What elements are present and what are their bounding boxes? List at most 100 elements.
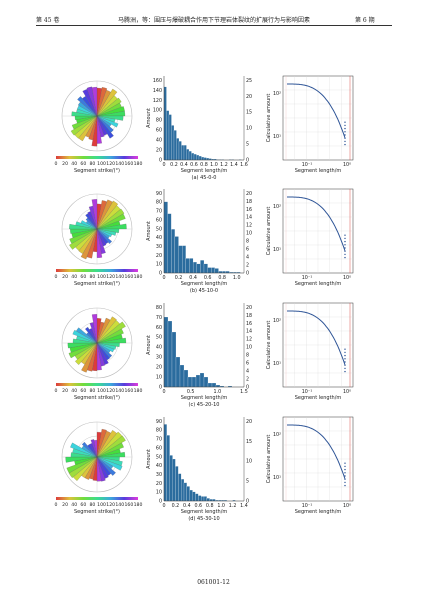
hist-y2-tick-label: 18 (246, 199, 252, 205)
hist-y-tick-label: 50 (156, 226, 162, 232)
bar (206, 157, 210, 161)
cdf-tail-point (344, 240, 346, 243)
hist-y-tick-label: 70 (156, 315, 162, 321)
hist-xlabel: Segment length/m (181, 281, 228, 287)
bar (196, 263, 201, 274)
colorbar-tick-label: 180 (134, 161, 143, 167)
colorbar-tick-label: 160 (124, 388, 133, 394)
hist-x-tick-label: 0.8 (218, 275, 226, 281)
bar (214, 268, 219, 274)
bar (203, 496, 207, 502)
cdf-y-tick-label: 10² (273, 91, 281, 97)
hist-x-tick-label: 0.8 (200, 162, 208, 168)
hist-y2-tick-label: 16 (246, 321, 252, 327)
rose-sector (96, 208, 125, 230)
hist-x-tick-label: 0 (162, 389, 165, 395)
colorbar-tick-label: 40 (71, 388, 77, 394)
colorbar-tick-label: 140 (115, 161, 124, 167)
hist-x-tick-label: 0.8 (206, 503, 214, 509)
hist-y-tick-label: 60 (156, 445, 162, 451)
hist-y2-tick-label: 10 (246, 345, 252, 351)
colorbar-tick-label: 60 (80, 161, 86, 167)
hist-y-tick-label: 80 (156, 305, 162, 311)
cdf-tail-point (344, 250, 346, 252)
bar (215, 384, 221, 388)
hist-x-tick-label: 0.6 (190, 162, 198, 168)
hist-x-tick-label: 0.6 (194, 503, 202, 509)
rose-sector (96, 328, 124, 344)
hist-y2-tick-label: 14 (246, 329, 252, 335)
cdf-y-tick-label: 10¹ (273, 361, 281, 367)
rose-sector (96, 342, 115, 353)
rose-sector (68, 342, 98, 359)
hist-y-tick-label: 0 (159, 499, 162, 505)
bar (168, 114, 172, 161)
hist-y-tick-label: 0 (159, 385, 162, 391)
hist-y2-tick-label: 6 (246, 361, 249, 367)
hist-x-tick-label: 0.2 (172, 503, 180, 509)
hist-xlabel: Segment length/m (181, 168, 228, 174)
bar (181, 145, 185, 161)
hist-y2-tick-label: 14 (246, 215, 252, 221)
rose-sector (96, 428, 107, 458)
rose-sector (96, 228, 112, 244)
rose-sector (78, 228, 98, 254)
bar (211, 267, 216, 274)
bar (212, 499, 216, 502)
hist-y2-tick-label: 8 (246, 353, 249, 359)
cdf-xlabel: Segment length/m (295, 395, 342, 401)
rose-sector (72, 329, 98, 344)
cdf-ylabel: Calculative amount (266, 435, 272, 484)
cdf-x-tick-label: 10⁰ (343, 389, 351, 395)
hist-y2-tick-label: 20 (246, 191, 252, 197)
cdf-x-tick-label: 10⁰ (343, 275, 351, 281)
bar (163, 316, 169, 388)
bar (200, 260, 205, 274)
hist-x-tick-label: 0.2 (170, 162, 178, 168)
rose-sector (91, 87, 98, 117)
colorbar-tick-label: 20 (62, 161, 68, 167)
bar (179, 364, 185, 388)
rose-sector (70, 442, 98, 458)
hist-y-tick-label: 100 (153, 108, 162, 114)
colorbar-tick-label: 0 (55, 161, 58, 167)
header-rule (36, 25, 392, 26)
rose-sector (96, 228, 113, 238)
cdf-tail-point (344, 361, 346, 363)
bar (198, 495, 202, 502)
rose-sector (91, 199, 98, 230)
colorbar-tick-label: 180 (134, 502, 143, 508)
rose-sector (96, 115, 119, 128)
bar (203, 157, 207, 161)
bar (183, 482, 187, 502)
rose-sector (96, 456, 123, 471)
hist-y-tick-label: 20 (156, 148, 162, 154)
bar (171, 331, 177, 388)
hist-y2-tick-label: 2 (246, 263, 249, 269)
cdf-tail-point (344, 244, 346, 246)
hist-y-tick-label: 40 (156, 345, 162, 351)
rose-sector (96, 316, 117, 344)
bar (206, 498, 210, 502)
bar (166, 110, 170, 161)
bar (203, 263, 208, 274)
bar (189, 258, 194, 274)
bar (195, 493, 199, 502)
histogram: 0 10 20 30 40 50 60 70 80 90 0 5 10 15 20 0 0.2 0.4 0.6 0.8… (146, 417, 252, 522)
running-title: 马腾洲，等：围压与爆破耦合作用下节理岩体裂纹的扩展行为与影响因素 (118, 17, 311, 24)
hist-x-tick-label: 1.0 (214, 389, 222, 395)
hist-x-tick-label: 0.5 (187, 389, 195, 395)
rose-sector (68, 456, 98, 478)
hist-x-tick-label: 1.0 (233, 275, 241, 281)
hist-xlabel: Segment length/m (181, 509, 228, 515)
hist-y-tick-label: 70 (156, 437, 162, 443)
rose-sector (70, 115, 98, 136)
hist-y-tick-label: 0 (159, 158, 162, 164)
cdf-tail-point (344, 124, 346, 127)
cdf-tail-point (344, 131, 346, 133)
hist-y2-tick-label: 5 (246, 479, 249, 485)
rose-xlabel: Segment strike/(°) (74, 281, 120, 287)
issue-label: 第 6 期 (355, 17, 375, 24)
